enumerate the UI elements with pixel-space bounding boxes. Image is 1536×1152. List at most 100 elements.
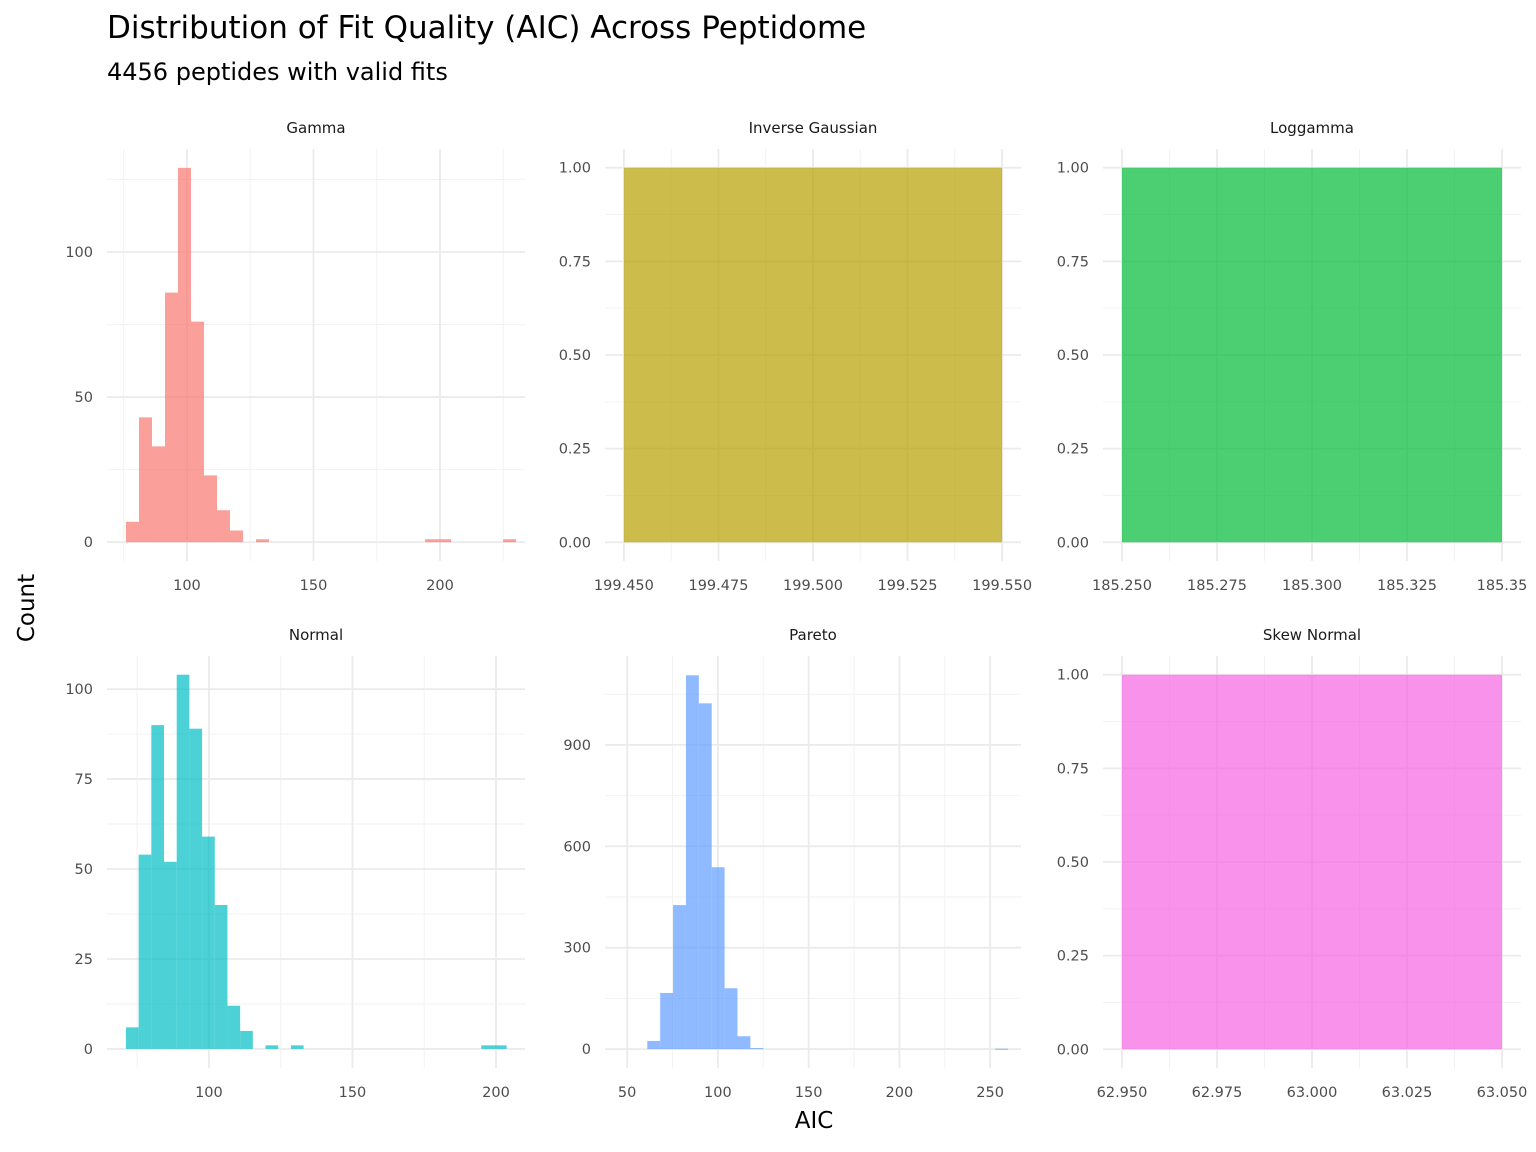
- histogram-bar: [493, 1045, 507, 1049]
- x-tick-label: 185.35: [1477, 578, 1528, 594]
- y-tick-label: 0.00: [1057, 535, 1089, 551]
- histogram-bar: [202, 836, 215, 1049]
- y-tick-label: 100: [65, 682, 93, 698]
- histogram-bar: [685, 675, 699, 1050]
- x-tick-label: 185.325: [1377, 578, 1437, 594]
- histogram-bar: [1122, 167, 1502, 543]
- facet-panel-inverse-gaussian: 199.450 199.475 199.500 199.525 199.550 0.00 0…: [559, 119, 1032, 594]
- y-tick-label: 50: [75, 390, 93, 406]
- y-tick-label: 0.75: [559, 254, 591, 270]
- y-tick-label: 300: [563, 941, 591, 957]
- x-tick-label: 100: [195, 1085, 223, 1101]
- chart-title: Distribution of Fit Quality (AIC) Across…: [107, 10, 867, 46]
- histogram-bar: [191, 321, 205, 543]
- histogram-bar: [660, 992, 674, 1050]
- histogram-bar: [151, 446, 165, 543]
- histogram-bar: [265, 1045, 279, 1049]
- y-tick-label: 50: [75, 862, 93, 878]
- histogram-bar: [995, 1048, 1009, 1050]
- histogram-bar: [673, 905, 686, 1050]
- facet-panel-normal: 100 150 200 0 25 50 75 100 Normal: [65, 626, 525, 1101]
- y-tick-label: 0.75: [1057, 254, 1089, 270]
- histogram-bar: [750, 1048, 764, 1050]
- x-tick-label: 185.275: [1187, 578, 1247, 594]
- x-tick-label: 250: [976, 1085, 1004, 1101]
- y-tick-label: 600: [563, 839, 591, 855]
- histogram-bar: [138, 417, 152, 543]
- x-tick-label: 150: [795, 1085, 823, 1101]
- x-tick-label: 150: [339, 1085, 367, 1101]
- x-tick-label: 62.975: [1192, 1085, 1243, 1101]
- x-axis-label: AIC: [794, 1108, 834, 1134]
- x-tick-label: 199.550: [972, 578, 1032, 594]
- histogram-bar: [204, 475, 218, 543]
- histogram-bar: [256, 539, 270, 543]
- facet-strip-label: Gamma: [286, 119, 345, 137]
- histogram-bar: [177, 167, 192, 543]
- x-tick-label: 200: [886, 1085, 914, 1101]
- chart-subtitle: 4456 peptides with valid fits: [107, 58, 448, 86]
- x-tick-label: 63.000: [1287, 1085, 1338, 1101]
- x-tick-label: 100: [173, 578, 201, 594]
- y-tick-label: 75: [75, 772, 93, 788]
- histogram-bar: [623, 167, 1003, 543]
- histogram-bar: [189, 728, 203, 1049]
- x-tick-label: 63.025: [1382, 1085, 1433, 1101]
- y-tick-label: 900: [563, 738, 591, 754]
- x-tick-label: 63.050: [1477, 1085, 1528, 1101]
- x-tick-label: 200: [482, 1085, 510, 1101]
- y-tick-label: 0.25: [1057, 949, 1089, 965]
- histogram-bar: [481, 1045, 494, 1049]
- histogram-bar: [176, 674, 190, 1049]
- histogram-bar: [164, 861, 177, 1049]
- y-tick-label: 0.00: [559, 535, 591, 551]
- y-tick-label: 0: [84, 1042, 93, 1058]
- facet-strip-label: Pareto: [789, 626, 837, 644]
- y-tick-label: 0.50: [1057, 348, 1089, 364]
- y-tick-label: 0.50: [559, 348, 591, 364]
- histogram-bar: [503, 539, 517, 543]
- x-tick-label: 200: [426, 578, 454, 594]
- histogram-bar: [737, 1036, 751, 1050]
- facet-panel-pareto: 50 100 150 200 250 0 300 600 900 Pareto: [563, 626, 1021, 1101]
- y-tick-label: 1.00: [1057, 668, 1089, 684]
- facet-panel-loggamma: 185.250 185.275 185.300 185.325 185.35 0.00 0.…: [1057, 119, 1528, 594]
- histogram-bar: [217, 510, 231, 543]
- facet-strip-label: Inverse Gaussian: [749, 119, 878, 137]
- x-tick-label: 199.450: [594, 578, 654, 594]
- y-axis-label: Count: [14, 573, 40, 643]
- histogram-bar: [425, 539, 439, 543]
- y-tick-label: 0.75: [1057, 761, 1089, 777]
- histogram-bar: [164, 292, 178, 543]
- y-tick-label: 0: [582, 1042, 591, 1058]
- facet-strip-label: Loggamma: [1270, 119, 1354, 137]
- histogram-bar: [724, 988, 738, 1050]
- histogram-bar: [138, 854, 152, 1049]
- histogram-bar: [214, 904, 228, 1049]
- x-tick-label: 199.525: [878, 578, 938, 594]
- x-tick-label: 185.300: [1282, 578, 1342, 594]
- histogram-bar: [711, 867, 725, 1050]
- x-tick-label: 199.500: [783, 578, 843, 594]
- histogram-bar: [290, 1045, 304, 1049]
- histogram-bar: [1122, 674, 1502, 1050]
- x-tick-label: 199.475: [688, 578, 748, 594]
- y-tick-label: 0.00: [1057, 1042, 1089, 1058]
- y-tick-label: 0: [84, 535, 93, 551]
- x-tick-label: 62.950: [1097, 1085, 1148, 1101]
- y-tick-label: 25: [75, 952, 93, 968]
- histogram-bar: [125, 1027, 139, 1049]
- histogram-bar: [227, 1005, 241, 1049]
- facet-strip-label: Skew Normal: [1263, 626, 1361, 644]
- histogram-bar: [151, 725, 165, 1049]
- histogram-bar: [438, 539, 452, 543]
- histogram-bar: [698, 703, 712, 1050]
- x-tick-label: 185.250: [1092, 578, 1152, 594]
- x-tick-label: 50: [618, 1085, 636, 1101]
- histogram-bar: [125, 521, 139, 543]
- histogram-bar: [240, 1030, 253, 1049]
- x-tick-label: 100: [704, 1085, 732, 1101]
- y-tick-label: 1.00: [1057, 161, 1089, 177]
- x-tick-label: 150: [300, 578, 328, 594]
